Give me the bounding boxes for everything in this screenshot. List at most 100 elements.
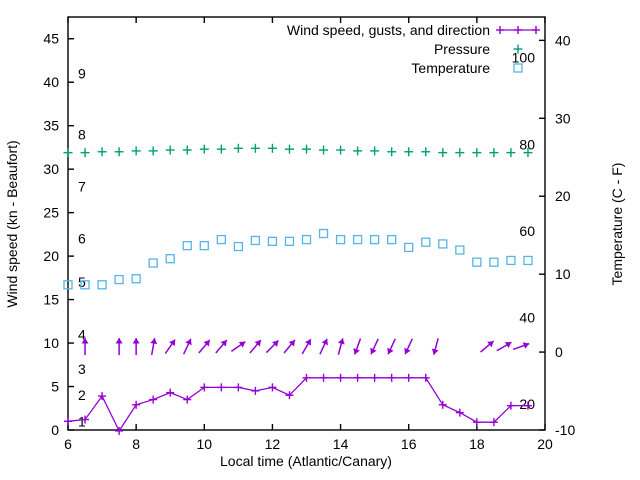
- data-point-marker: [216, 234, 226, 245]
- wind-arrow: [182, 338, 192, 355]
- wind-arrow-head: [81, 338, 89, 344]
- wind-arrow: [301, 338, 312, 355]
- y2-tick-label: 30: [555, 110, 571, 126]
- data-point-marker: [301, 234, 312, 245]
- wind-arrow-head: [387, 347, 394, 355]
- wind-arrow-head: [337, 338, 345, 345]
- y-tick-label: 0: [51, 422, 59, 438]
- wind-arrow: [115, 338, 123, 356]
- wind-arrow-head: [304, 339, 312, 346]
- wind-arrow: [132, 338, 140, 356]
- plot-frame: [67, 16, 546, 431]
- wind-arrow-head: [169, 339, 176, 347]
- wind-arrow: [480, 340, 495, 353]
- wind-arrow: [496, 341, 512, 352]
- y-tick-label: 35: [43, 118, 59, 134]
- wind-arrow: [283, 339, 296, 354]
- wind-arrow-head: [220, 340, 227, 347]
- beaufort-label: 1: [78, 413, 86, 429]
- beaufort-label: 6: [78, 231, 86, 247]
- wind-arrow: [353, 338, 362, 355]
- y2-tick-label: 20: [555, 188, 571, 204]
- x-axis-title: Local time (Atlantic/Canary): [220, 453, 392, 469]
- x-tick-label: 14: [333, 436, 349, 452]
- x-tick-label: 6: [64, 436, 72, 452]
- fahrenheit-label: 100: [512, 50, 536, 66]
- y2-tick-label: 0: [555, 344, 563, 360]
- y-axis-ticks: 0 5 10 15 20 25 30 35 40 45: [43, 31, 74, 438]
- chart-legend: Wind speed, gusts, and direction Pressure…: [287, 22, 540, 76]
- y-tick-label: 25: [43, 205, 59, 221]
- wind-arrow: [404, 338, 413, 355]
- fahrenheit-label: 40: [519, 309, 535, 325]
- data-point-marker: [421, 237, 431, 247]
- wind-arrow: [215, 339, 228, 354]
- wind-arrow: [512, 342, 530, 351]
- x-tick-label: 12: [265, 436, 281, 452]
- data-point-marker: [523, 255, 533, 266]
- beaufort-scale-labels: 1 2 3 4 5 6 7 8 9: [78, 66, 86, 430]
- wind-arrow: [319, 338, 328, 355]
- wind-arrow-head: [115, 338, 123, 344]
- y2-axis-ticks: -10 0 10 20 30 40: [539, 32, 575, 438]
- wind-arrow: [249, 339, 262, 354]
- wind-speed-line: [67, 377, 528, 433]
- wind-arrow: [387, 338, 396, 355]
- wind-arrow-head: [254, 340, 261, 347]
- y-tick-label: 30: [43, 161, 59, 177]
- data-point-marker: [182, 241, 192, 251]
- wind-arrow: [81, 338, 89, 356]
- wind-arrow-head: [203, 340, 210, 347]
- y2-axis-title: Temperature (C - F): [609, 163, 625, 286]
- legend-label: Wind speed, gusts, and direction: [287, 22, 490, 38]
- wind-arrow: [230, 341, 246, 353]
- wind-arrow-head: [132, 338, 140, 344]
- data-point-marker: [472, 257, 482, 267]
- data-point-marker: [165, 254, 175, 264]
- wind-arrow: [150, 338, 158, 356]
- beaufort-label: 5: [78, 274, 86, 290]
- wind-arrow-head: [272, 340, 279, 347]
- y-tick-label: 10: [43, 335, 59, 351]
- y-tick-label: 20: [43, 248, 59, 264]
- wind-arrow: [337, 338, 345, 355]
- y-tick-label: 15: [43, 292, 59, 308]
- wind-arrow-head: [522, 342, 530, 349]
- series-pressure: [63, 143, 533, 158]
- beaufort-label: 2: [78, 387, 86, 403]
- wind-arrow-head: [404, 347, 411, 355]
- data-point-marker: [335, 234, 346, 245]
- beaufort-label: 4: [78, 326, 86, 342]
- data-point-marker: [233, 241, 244, 252]
- data-point-marker: [455, 245, 465, 255]
- beaufort-label: 7: [78, 179, 86, 195]
- beaufort-label: 3: [78, 361, 86, 377]
- data-point-marker: [63, 280, 73, 290]
- data-point-marker: [489, 257, 499, 267]
- x-axis-ticks: 6 8 10 12 14 16 18 20: [64, 17, 553, 452]
- data-point-marker: [80, 280, 90, 290]
- series-wind-speed: [64, 373, 532, 435]
- y2-tick-label: 40: [555, 32, 571, 48]
- wind-direction-arrows: [81, 338, 530, 356]
- wind-arrow-head: [238, 341, 246, 348]
- beaufort-label: 9: [78, 66, 86, 82]
- data-point-marker: [404, 242, 414, 253]
- wind-arrow-head: [504, 342, 512, 349]
- data-point-marker: [114, 274, 124, 285]
- wind-arrow-head: [431, 348, 439, 355]
- data-point-marker: [506, 255, 516, 266]
- wind-arrow-head: [185, 338, 192, 346]
- data-point-marker: [199, 241, 209, 251]
- y-tick-label: 5: [51, 379, 59, 395]
- wind-arrow-head: [321, 338, 328, 346]
- x-tick-label: 20: [537, 436, 553, 452]
- legend-label: Temperature: [411, 60, 490, 76]
- x-tick-label: 10: [196, 436, 212, 452]
- wind-arrow-head: [150, 338, 158, 345]
- series-temperature: [63, 228, 533, 290]
- data-point-marker: [318, 228, 329, 239]
- data-point-marker: [131, 274, 141, 284]
- wind-arrow-head: [288, 340, 295, 347]
- wind-arrow-head: [353, 348, 360, 355]
